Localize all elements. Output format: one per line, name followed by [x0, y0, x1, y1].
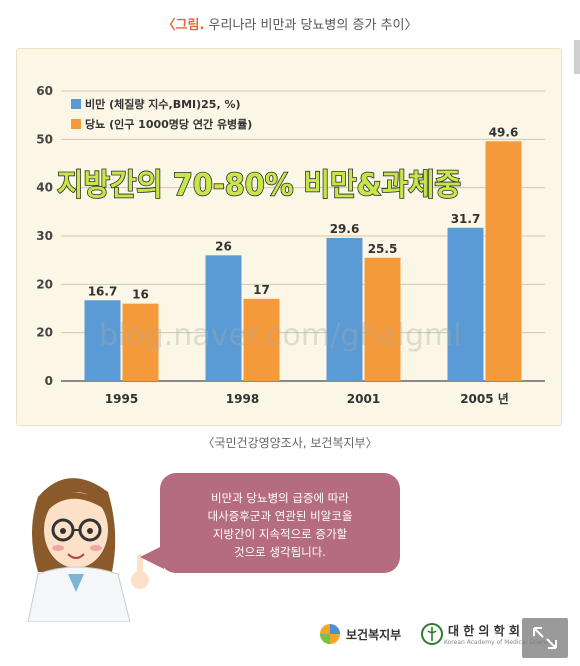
y-tick-label: 50 [36, 132, 53, 146]
doctor-illustration [8, 462, 178, 626]
bar-value-label: 16.7 [88, 284, 118, 298]
y-tick-label: 60 [36, 84, 53, 98]
figure-title-prefix: 〈그림. [162, 18, 205, 33]
source-caption: 〈국민건강영양조사, 보건복지부〉 [202, 436, 378, 450]
bar-value-label: 17 [253, 283, 270, 297]
bar-value-label: 16 [132, 288, 149, 302]
chart-panel: 0 20 20 30 40 50 60 16.7 16 1995 26 17 1998 29.6 25.5 2… [16, 48, 562, 426]
bar-value-label: 31.7 [451, 212, 481, 226]
bar [364, 257, 401, 381]
y-tick-label: 40 [36, 181, 53, 195]
bar [243, 298, 280, 381]
bar [485, 141, 522, 381]
speech-bubble-text: 비만과 당뇨병의 급증에 따라 대사증후군과 연관된 비알코올 지방간이 지속적… [207, 491, 353, 559]
x-tick-label: 2005 년 [460, 392, 509, 406]
bar-value-label: 49.6 [489, 125, 519, 139]
bar-value-label: 25.5 [368, 242, 398, 256]
academy-logo-subtext: Korean Academy of Medical Sciences [444, 639, 556, 646]
mohw-emblem-icon [320, 624, 340, 644]
bar [205, 255, 242, 381]
legend-label: 당뇨 (인구 1000명당 연간 유병률) [85, 117, 252, 131]
bar [326, 237, 363, 381]
y-tick-label: 20 [36, 326, 53, 340]
mohw-logo-text: 보건복지부 [346, 627, 402, 642]
y-tick-label: 20 [36, 277, 53, 291]
academy-logo: 대 한 의 학 회 Korean Academy of Medical Scie… [420, 620, 555, 648]
scroll-indicator[interactable] [574, 40, 580, 74]
expand-arrows-icon [533, 627, 557, 649]
x-tick-label: 2001 [347, 392, 380, 406]
legend-swatch [71, 119, 81, 129]
legend-swatch [71, 99, 81, 109]
legend-label: 비만 (체질량 지수,BMI)25, %) [85, 97, 241, 111]
bar [122, 303, 159, 381]
bar-value-label: 26 [215, 239, 232, 253]
bar [447, 227, 484, 381]
bar [84, 300, 121, 381]
academy-logo-text: 대 한 의 학 회 [448, 624, 520, 638]
y-tick-label: 0 [45, 374, 53, 388]
figure-title-text: 우리나라 비만과 당뇨병의 증가 추이〉 [204, 18, 418, 33]
x-tick-label: 1995 [105, 392, 138, 406]
x-tick-label: 1998 [226, 392, 259, 406]
mohw-logo: 보건복지부 [318, 620, 401, 648]
overlay-annotation: 지방간의 70-80% 비만&과체중 [57, 168, 461, 203]
academy-emblem-icon [421, 623, 443, 645]
watermark-text: blog.naver.com/ghalgml [99, 318, 462, 353]
y-tick-label: 30 [36, 229, 53, 243]
speech-bubble: 비만과 당뇨병의 급증에 따라 대사증후군과 연관된 비알코올 지방간이 지속적… [160, 473, 400, 573]
bar-value-label: 29.6 [330, 222, 360, 236]
bar-chart: 0 20 20 30 40 50 60 16.7 16 1995 26 17 1998 29.6 25.5 2… [36, 84, 545, 406]
expand-image-button[interactable] [522, 618, 568, 658]
figure-title: 〈그림. 우리나라 비만과 당뇨병의 증가 추이〉 [0, 14, 580, 33]
